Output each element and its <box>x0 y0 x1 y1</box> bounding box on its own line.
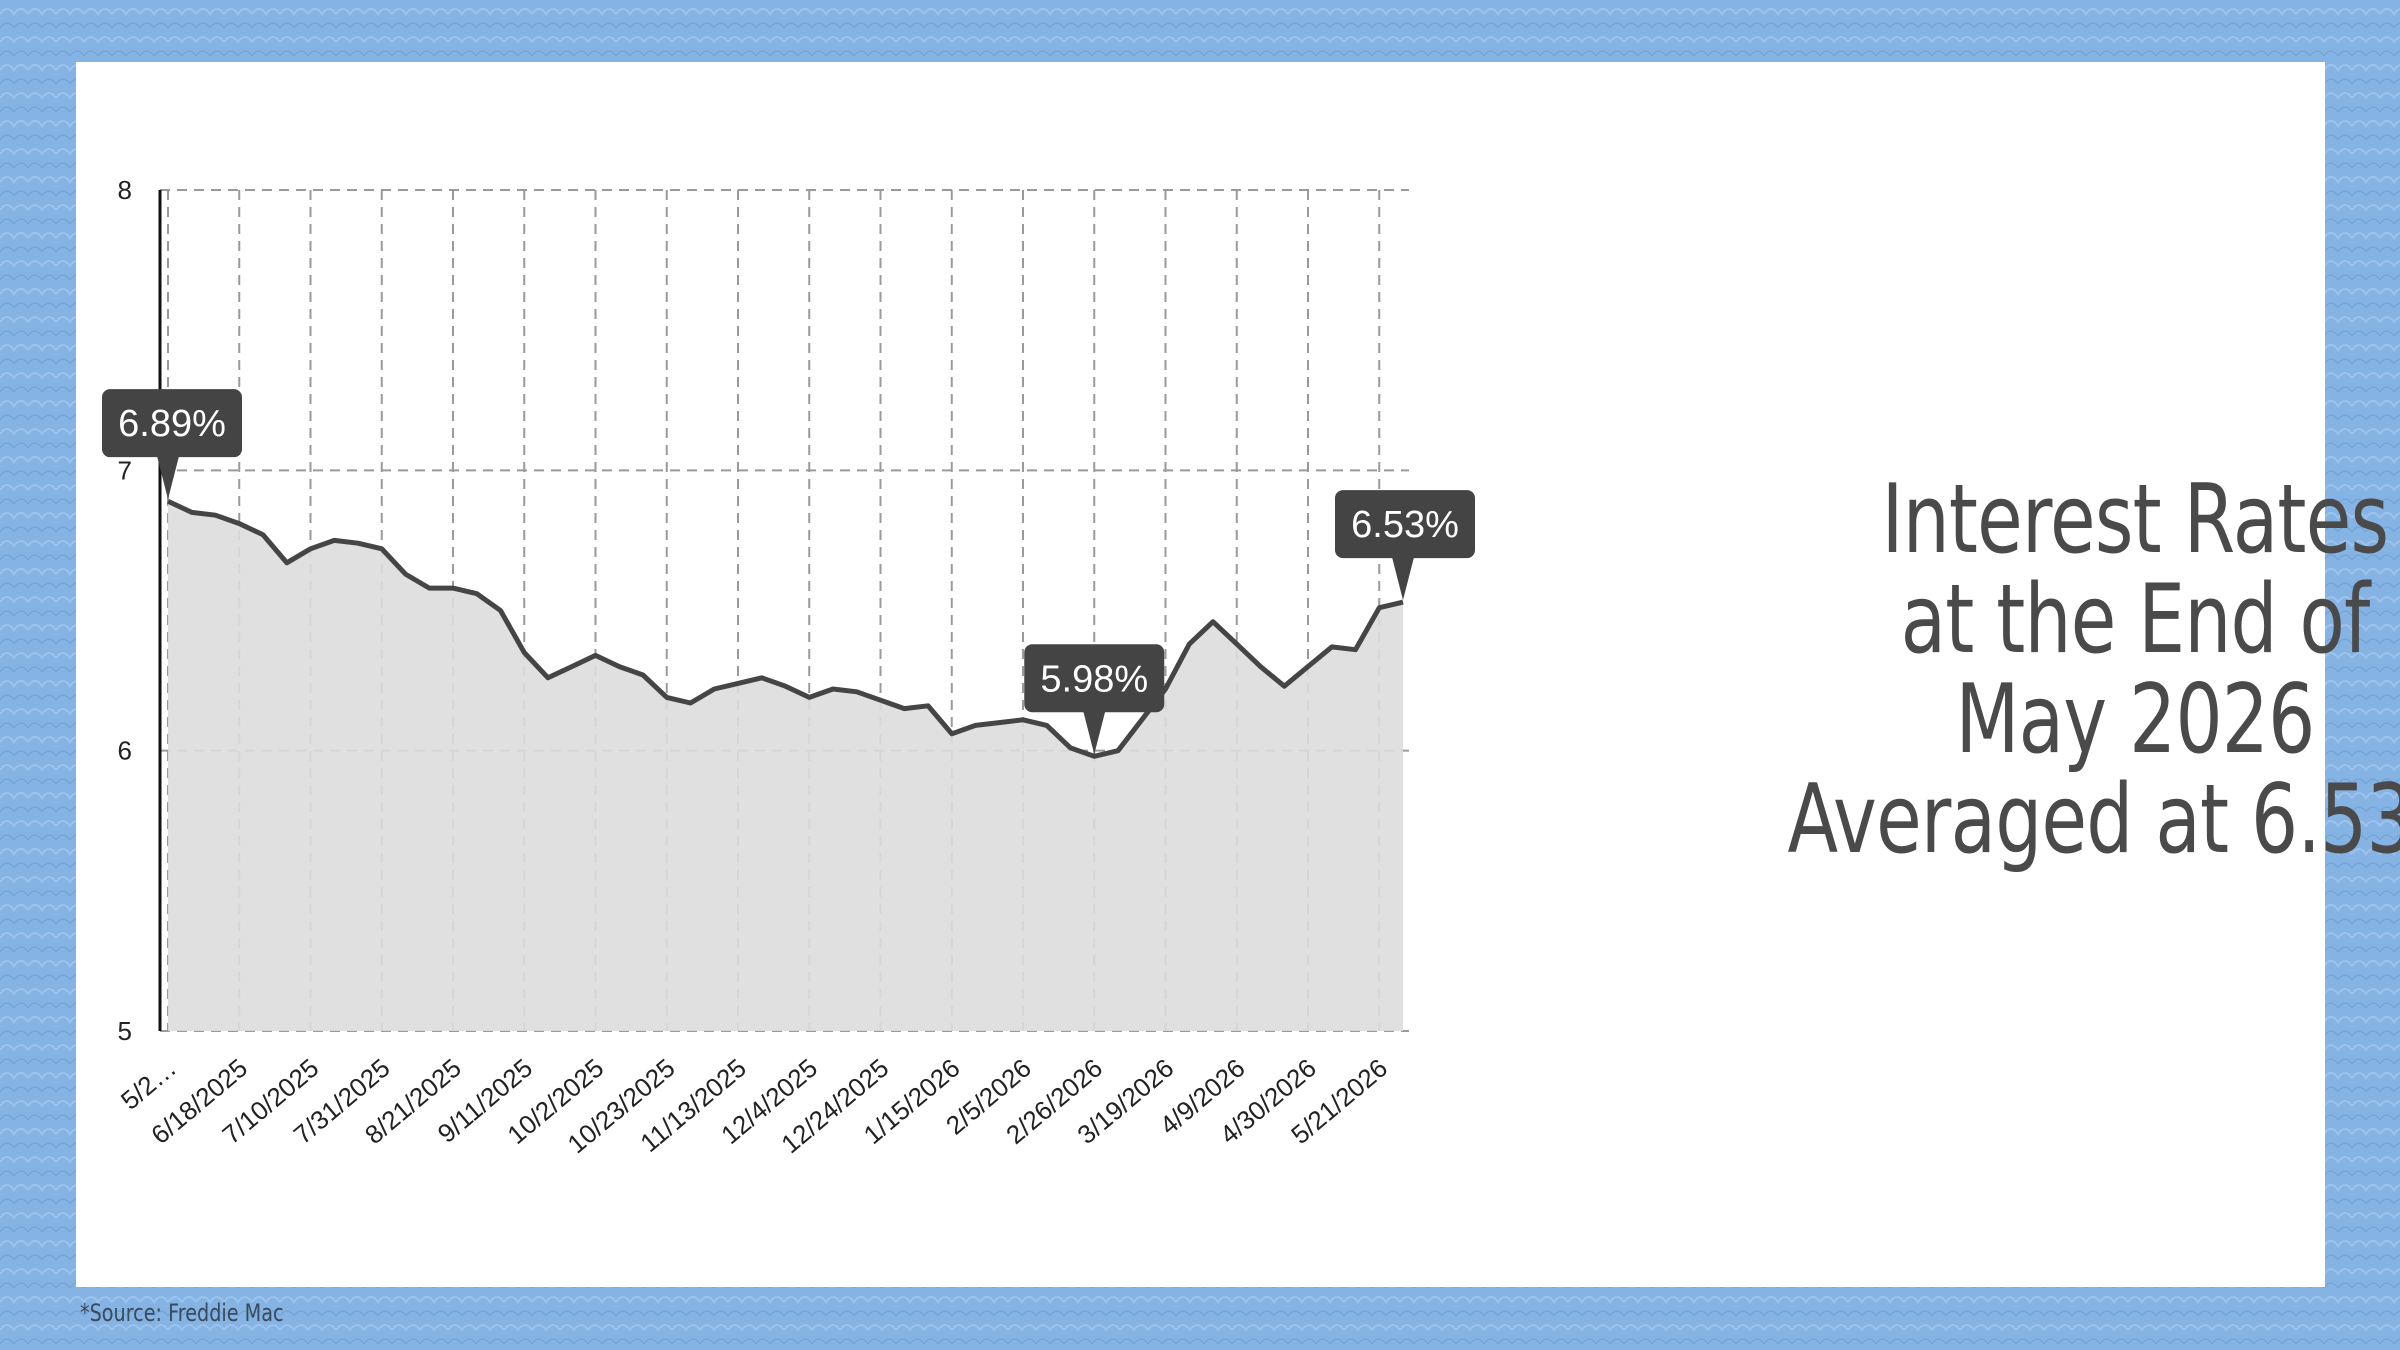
y-tick-label: 8 <box>118 175 132 205</box>
y-tick-label: 5 <box>118 1016 132 1046</box>
value-callout: 6.53% <box>1335 490 1475 601</box>
value-callouts: 6.89% 5.98% 6.53% <box>102 389 1475 755</box>
callout-box <box>1024 644 1165 713</box>
callout-label: 6.53% <box>1351 504 1459 546</box>
callout-box <box>1335 490 1475 559</box>
callout-pointer <box>1392 557 1414 601</box>
rate-line <box>166 498 1404 759</box>
source-note: *Source: Freddie Mac <box>80 1299 284 1327</box>
headline-line-4: Averaged at 6.53% <box>1787 765 2400 875</box>
headline: Interest Rates at the End of May 2026 Av… <box>1640 470 2400 870</box>
headline-line-1: Interest Rates <box>1881 465 2389 575</box>
y-tick-labels: 5 6 7 8 <box>118 175 132 1046</box>
callout-box <box>102 389 242 458</box>
callout-pointer <box>1083 711 1106 755</box>
value-callout: 6.89% <box>102 389 242 500</box>
x-tick-labels: 5/2…6/18/20257/10/20257/31/20258/21/2025… <box>115 1053 1393 1160</box>
callout-label: 5.98% <box>1040 658 1148 700</box>
callout-label: 6.89% <box>118 403 226 445</box>
y-tick-label: 6 <box>118 736 132 766</box>
value-callout: 5.98% <box>1024 644 1165 755</box>
callout-pointer <box>157 456 179 500</box>
headline-line-3: May 2026 <box>1955 665 2315 775</box>
headline-line-2: at the End of <box>1900 565 2371 675</box>
rate-area-fill <box>168 501 1403 1031</box>
y-tick-label: 7 <box>118 455 132 485</box>
